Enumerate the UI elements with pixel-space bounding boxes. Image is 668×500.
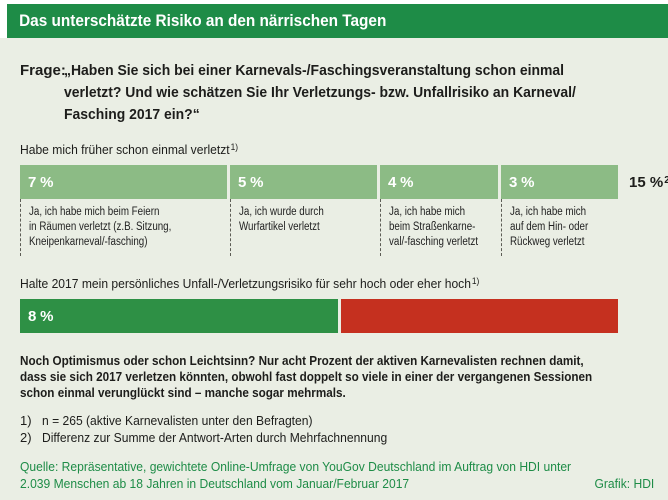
chart1-bars: 7 % 5 % 4 % 3 % 15 %2)	[20, 165, 668, 199]
bar-segment-hinrueckweg: 3 %	[501, 165, 618, 199]
bar-segment-risiko-rest	[341, 299, 618, 333]
source-text-line2: 2.039 Menschen ab 18 Jahren in Deutschla…	[20, 476, 654, 491]
footnote-number: 2)	[20, 430, 32, 445]
bar-segment-risiko-hoch: 8 %	[20, 299, 338, 333]
bar-value-label: 8 %	[28, 307, 54, 325]
footnote: 2) Differenz zur Summe der Antwort-Arten…	[20, 429, 662, 446]
content-area: Frage: „Haben Sie sich bei einer Karneva…	[0, 38, 668, 500]
footnote-marker: 1)	[230, 142, 239, 152]
footnote-text: Differenz zur Summe der Antwort-Arten du…	[42, 430, 388, 445]
bar-value-label: 4 %	[388, 173, 414, 191]
footnote: 1) n = 265 (aktive Karnevalisten unter d…	[20, 412, 662, 429]
chart2-bars: 8 %	[20, 299, 668, 333]
infographic-title: Das unterschätzte Risiko an den närrisch…	[19, 11, 387, 30]
survey-question: Frage: „Haben Sie sich bei einer Karneva…	[20, 38, 662, 126]
commentary-text: Noch Optimismus oder schon Leichtsinn? N…	[20, 353, 593, 400]
credit-text: Grafik: HDI	[594, 476, 654, 491]
chart1-title: Habe mich früher schon einmal verletzt1)	[20, 142, 239, 157]
header-bar: Das unterschätzte Risiko an den närrisch…	[7, 4, 668, 38]
category-label: Ja, ich habe mich beim Straßenkarne- val…	[380, 199, 501, 256]
footnotes: 1) n = 265 (aktive Karnevalisten unter d…	[20, 412, 662, 446]
category-label: Ja, ich habe mich auf dem Hin- oder Rück…	[501, 199, 618, 256]
footnote-number: 1)	[20, 413, 32, 428]
category-label: Ja, ich habe mich beim Feiern in Räumen …	[20, 199, 230, 256]
bar-segment-feiern: 7 %	[20, 165, 227, 199]
bar-segment-strassenkarneval: 4 %	[380, 165, 498, 199]
bar-value-label: 3 %	[509, 173, 535, 191]
chart2-title: Halte 2017 mein persönliches Unfall-/Ver…	[20, 276, 480, 291]
footnote-text: n = 265 (aktive Karnevalisten unter den …	[42, 413, 313, 428]
category-label: Ja, ich wurde durch Wurfartikel verletzt	[230, 199, 380, 256]
bar-value-label: 7 %	[28, 173, 54, 191]
chart1-category-labels: Ja, ich habe mich beim Feiern in Räumen …	[20, 199, 618, 256]
question-prefix: Frage:	[20, 62, 66, 79]
footnote-marker: 2)	[664, 174, 668, 186]
bar-segment-wurfartikel: 5 %	[230, 165, 377, 199]
source-text-line1: Quelle: Repräsentative, gewichtete Onlin…	[20, 459, 572, 474]
source-block: Quelle: Repräsentative, gewichtete Onlin…	[20, 458, 662, 492]
bar-value-label: 5 %	[238, 173, 264, 191]
footnote-marker: 1)	[471, 276, 480, 286]
header-zone: Das unterschätzte Risiko an den närrisch…	[0, 0, 668, 38]
question-text: „Haben Sie sich bei einer Karnevals-/Fas…	[64, 62, 576, 123]
total-label: 15 %2)	[629, 174, 668, 191]
